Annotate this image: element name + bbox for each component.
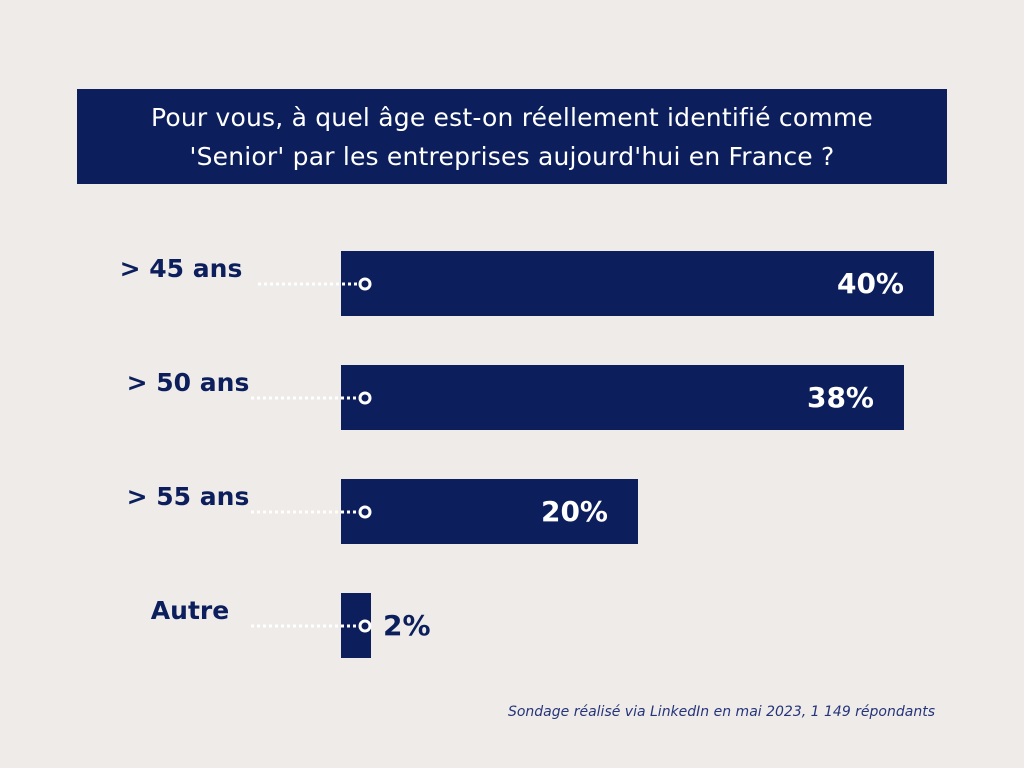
title-line-2: 'Senior' par les entreprises aujourd'hui… — [189, 141, 835, 171]
bar-55-ans — [341, 479, 638, 544]
question-title-banner: Pour vous, à quel âge est-on réellement … — [77, 89, 947, 184]
category-label-autre: Autre — [151, 596, 229, 625]
marker-autre — [358, 619, 372, 633]
category-label-50-ans: > 50 ans — [127, 368, 250, 397]
marker-45-ans — [358, 277, 372, 291]
value-label-50-ans: 38% — [807, 381, 874, 414]
category-label-45-ans: > 45 ans — [120, 254, 243, 283]
bar-50-ans — [341, 365, 904, 430]
marker-50-ans — [358, 391, 372, 405]
value-label-55-ans: 20% — [541, 495, 608, 528]
bar-45-ans — [341, 251, 934, 316]
category-label-55-ans: > 55 ans — [127, 482, 250, 511]
title-line-1: Pour vous, à quel âge est-on réellement … — [150, 102, 874, 132]
source-note: Sondage réalisé via LinkedIn en mai 2023… — [507, 704, 935, 720]
value-label-autre: 2% — [383, 609, 431, 642]
marker-55-ans — [358, 505, 372, 519]
value-label-45-ans: 40% — [837, 267, 904, 300]
